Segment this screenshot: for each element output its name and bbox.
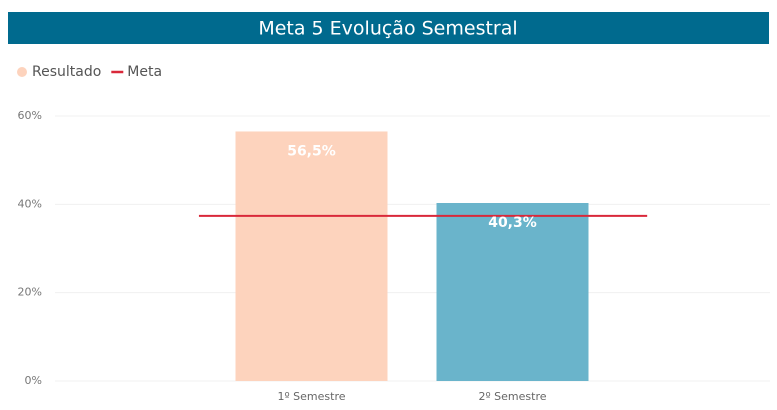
- y-tick-label: 0%: [25, 374, 42, 387]
- bar: [436, 203, 589, 381]
- y-tick-label: 60%: [18, 109, 42, 122]
- y-tick-label: 20%: [18, 286, 42, 299]
- x-tick-label: 1º Semestre: [277, 390, 345, 403]
- bar: [235, 131, 388, 381]
- y-tick-label: 40%: [18, 197, 42, 210]
- legend-label: Resultado: [32, 64, 101, 80]
- title-bar: [8, 12, 769, 44]
- chart-title: Meta 5 Evolução Semestral: [258, 18, 517, 40]
- data-label: 56,5%: [287, 143, 336, 159]
- legend-label: Meta: [127, 64, 162, 80]
- x-tick-label: 2º Semestre: [478, 390, 546, 403]
- legend-marker: [17, 67, 27, 77]
- data-label: 40,3%: [488, 215, 537, 231]
